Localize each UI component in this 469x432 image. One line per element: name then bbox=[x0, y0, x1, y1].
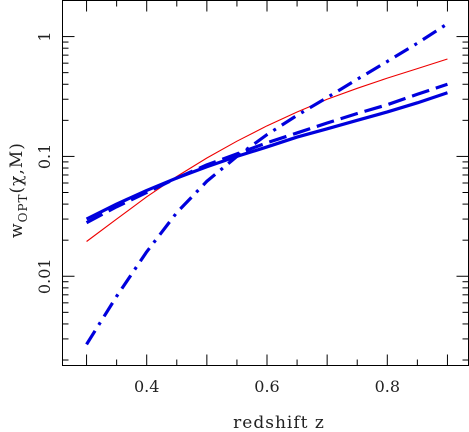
y-tick-label: 1 bbox=[35, 31, 54, 41]
x-tick-label: 0.8 bbox=[375, 377, 400, 396]
series-line-4 bbox=[85, 22, 449, 346]
y-axis-title-base: w bbox=[7, 222, 27, 238]
x-tick-label: 0.6 bbox=[254, 377, 279, 396]
series-line-2 bbox=[85, 91, 448, 221]
x-axis-title: redshift z bbox=[233, 413, 325, 432]
ticks-layer bbox=[62, 0, 469, 366]
y-axis-title-subscript: OPT bbox=[16, 193, 30, 222]
y-axis-title: wOPT(χ,M) bbox=[7, 142, 30, 238]
x-tick-label: 0.4 bbox=[134, 377, 159, 396]
series-layer bbox=[85, 22, 449, 346]
y-tick-label: 0.1 bbox=[35, 144, 54, 169]
labels-layer: 0.4 0.6 0.8 0.01 0.1 1 bbox=[35, 31, 400, 396]
series-line-3 bbox=[85, 82, 448, 225]
y-tick-label: 0.01 bbox=[35, 258, 54, 294]
series-line-1 bbox=[86, 58, 448, 242]
y-axis-title-rest: (χ,M) bbox=[7, 142, 27, 193]
plot-frame bbox=[62, 0, 469, 366]
